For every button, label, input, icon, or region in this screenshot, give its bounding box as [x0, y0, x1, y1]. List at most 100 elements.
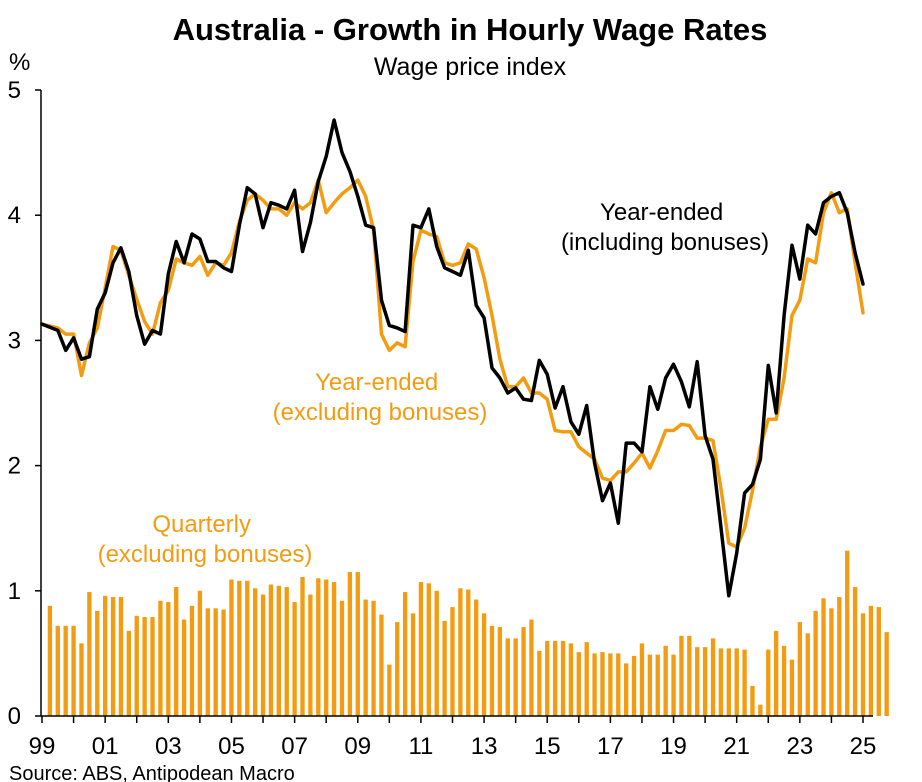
quarterly-bar: [829, 608, 834, 716]
quarterly-bar: [134, 615, 139, 716]
quarterly-bar: [631, 655, 637, 716]
x-tick-label: 03: [155, 733, 182, 760]
quarterly-bar: [750, 685, 755, 716]
quarterly-bar: [442, 620, 447, 716]
quarterly-bar: [118, 597, 124, 716]
quarterly-bar: [95, 610, 100, 716]
y-tick-label: 0: [8, 703, 21, 730]
quarterly-bar: [252, 588, 258, 716]
y-axis-ticks: 0 1 2 3 4 5: [8, 77, 41, 730]
quarterly-bar: [142, 617, 147, 716]
quarterly-bar: [63, 625, 68, 716]
quarterly-bar: [402, 592, 408, 716]
quarterly-bar: [434, 590, 439, 716]
quarterly-bar: [718, 648, 724, 716]
x-tick-label: 23: [786, 733, 813, 760]
quarterly-bar: [410, 613, 416, 716]
quarterly-bar: [339, 600, 345, 716]
x-tick-label: 21: [723, 733, 750, 760]
quarterly-bar: [529, 619, 534, 716]
quarterly-bar: [655, 654, 660, 716]
quarterly-bar: [845, 550, 850, 716]
quarterly-bar: [560, 640, 566, 716]
quarterly-bar: [126, 630, 132, 716]
y-tick-label: 2: [8, 453, 21, 480]
y-tick-label: 3: [8, 327, 21, 354]
quarterly-bar: [663, 645, 668, 716]
label-quarterly-line1: Quarterly: [152, 511, 251, 538]
x-tick-label: 15: [534, 733, 561, 760]
x-axis-ticks: 99 01 03 05 07 09 11 13 15 17 19 21 23 25: [29, 716, 877, 760]
x-tick-label: 25: [850, 733, 877, 760]
quarterly-bar: [79, 643, 84, 716]
label-year-ended-excluding-bonuses: Year-ended (excluding bonuses): [273, 369, 488, 426]
quarterly-bar: [489, 625, 495, 716]
quarterly-bar: [87, 592, 92, 716]
x-tick-label: 09: [344, 733, 371, 760]
quarterly-bar: [813, 610, 818, 716]
quarterly-bar: [260, 594, 266, 716]
x-tick-label: 17: [597, 733, 624, 760]
x-tick-label: 19: [660, 733, 687, 760]
chart-title: Australia - Growth in Hourly Wage Rates: [173, 12, 768, 47]
label-year-ended-including-bonuses: Year-ended (including bonuses): [561, 199, 769, 256]
quarterly-bar: [245, 580, 250, 716]
quarterly-bar: [624, 663, 629, 716]
quarterly-bar: [324, 579, 329, 716]
quarterly-bar: [710, 638, 716, 716]
label-quarterly-excluding-bonuses: Quarterly (excluding bonuses): [98, 511, 313, 568]
quarterly-bar: [426, 583, 431, 716]
quarterly-bar: [616, 653, 621, 716]
quarterly-bar: [608, 653, 613, 716]
quarterly-bar: [284, 587, 289, 716]
quarterly-bar: [584, 642, 589, 716]
quarterly-bar: [268, 584, 274, 716]
quarterly-bar: [497, 627, 503, 716]
x-tick-label: 11: [408, 733, 433, 760]
quarterly-bar: [726, 648, 731, 716]
quarterly-bar: [47, 605, 53, 716]
label-excl-line2: (excluding bonuses): [273, 399, 488, 426]
x-tick-label: 07: [281, 733, 308, 760]
quarterly-bar: [300, 577, 305, 716]
quarterly-bar: [773, 630, 779, 716]
quarterly-bar: [363, 599, 368, 716]
quarterly-bar: [474, 599, 479, 716]
quarterly-bar: [316, 578, 321, 716]
quarterly-bar: [102, 595, 108, 716]
label-incl-line2: (including bonuses): [561, 229, 769, 256]
quarterly-bar: [418, 582, 424, 716]
quarterly-bar: [213, 608, 218, 716]
quarterly-bar: [513, 638, 518, 716]
quarterly-bar: [181, 619, 187, 716]
quarterly-bar: [450, 607, 455, 716]
year-ended-lines: [40, 118, 865, 598]
quarterly-bar: [458, 588, 463, 716]
quarterly-bar: [481, 613, 487, 716]
quarterly-bar: [331, 582, 337, 716]
quarterly-bar: [552, 640, 558, 716]
quarterly-bar: [189, 605, 195, 716]
quarterly-bar: [742, 649, 747, 716]
quarterly-bar: [789, 659, 795, 716]
quarterly-bar: [884, 632, 889, 716]
quarterly-bar: [592, 653, 597, 716]
quarterly-bar: [197, 590, 203, 716]
quarterly-bar: [852, 587, 858, 716]
quarterly-bar: [166, 602, 171, 716]
quarterly-bar: [860, 613, 866, 716]
quarterly-bar: [505, 638, 510, 716]
quarterly-bars: [47, 550, 889, 716]
quarterly-bar: [821, 598, 826, 716]
chart-subtitle: Wage price index: [374, 53, 567, 81]
quarterly-bar: [205, 608, 210, 716]
quarterly-bar: [639, 643, 645, 716]
quarterly-bar: [568, 643, 574, 716]
quarterly-bar: [521, 627, 526, 716]
y-tick-label: 1: [8, 578, 21, 605]
source-note: Source: ABS, Antipodean Macro: [9, 763, 295, 782]
quarterly-bar: [837, 597, 842, 716]
quarterly-bar: [158, 600, 163, 716]
quarterly-bar: [797, 622, 803, 716]
